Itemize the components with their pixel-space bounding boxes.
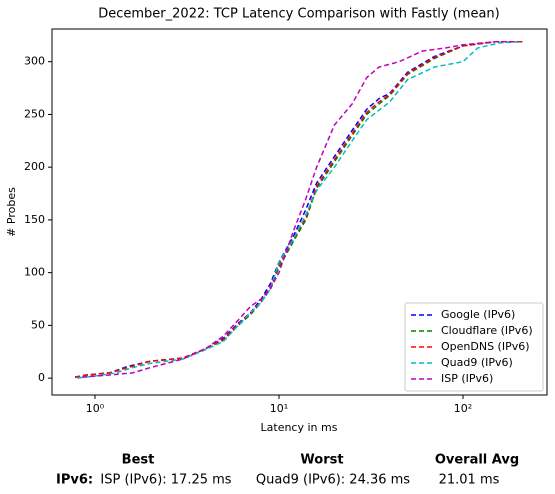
x-tick-label: 10⁰ — [86, 402, 105, 415]
legend-label: Quad9 (IPv6) — [441, 356, 513, 369]
table-header: Worst — [300, 453, 343, 468]
legend-label: OpenDNS (IPv6) — [441, 340, 530, 353]
y-tick-label: 150 — [24, 213, 45, 226]
plot-area — [51, 28, 548, 396]
table-cell: ISP (IPv6): 17.25 ms — [100, 473, 231, 488]
x-axis-label: Latency in ms — [261, 421, 338, 434]
table-header: Overall Avg — [435, 453, 519, 468]
y-tick-label: 100 — [24, 266, 45, 279]
chart-title: December_2022: TCP Latency Comparison wi… — [98, 7, 500, 22]
table-cell: 21.01 ms — [439, 473, 500, 488]
legend-box — [404, 302, 544, 392]
y-tick-label: 300 — [24, 55, 45, 68]
y-tick-label: 0 — [38, 371, 45, 384]
table-cell: Quad9 (IPv6): 24.36 ms — [256, 473, 410, 488]
row-label: IPv6: — [56, 473, 93, 488]
table-header: Best — [122, 453, 155, 468]
y-tick-label: 200 — [24, 160, 45, 173]
legend-label: Cloudflare (IPv6) — [441, 324, 533, 337]
y-tick-label: 50 — [31, 318, 45, 331]
legend-label: ISP (IPv6) — [441, 372, 493, 385]
y-axis-label: # Probes — [5, 187, 18, 237]
legend-label: Google (IPv6) — [441, 308, 515, 321]
y-tick-label: 250 — [24, 107, 45, 120]
cdf-line — [81, 40, 519, 378]
x-tick-label: 10² — [454, 402, 472, 415]
x-tick-label: 10¹ — [270, 402, 288, 415]
